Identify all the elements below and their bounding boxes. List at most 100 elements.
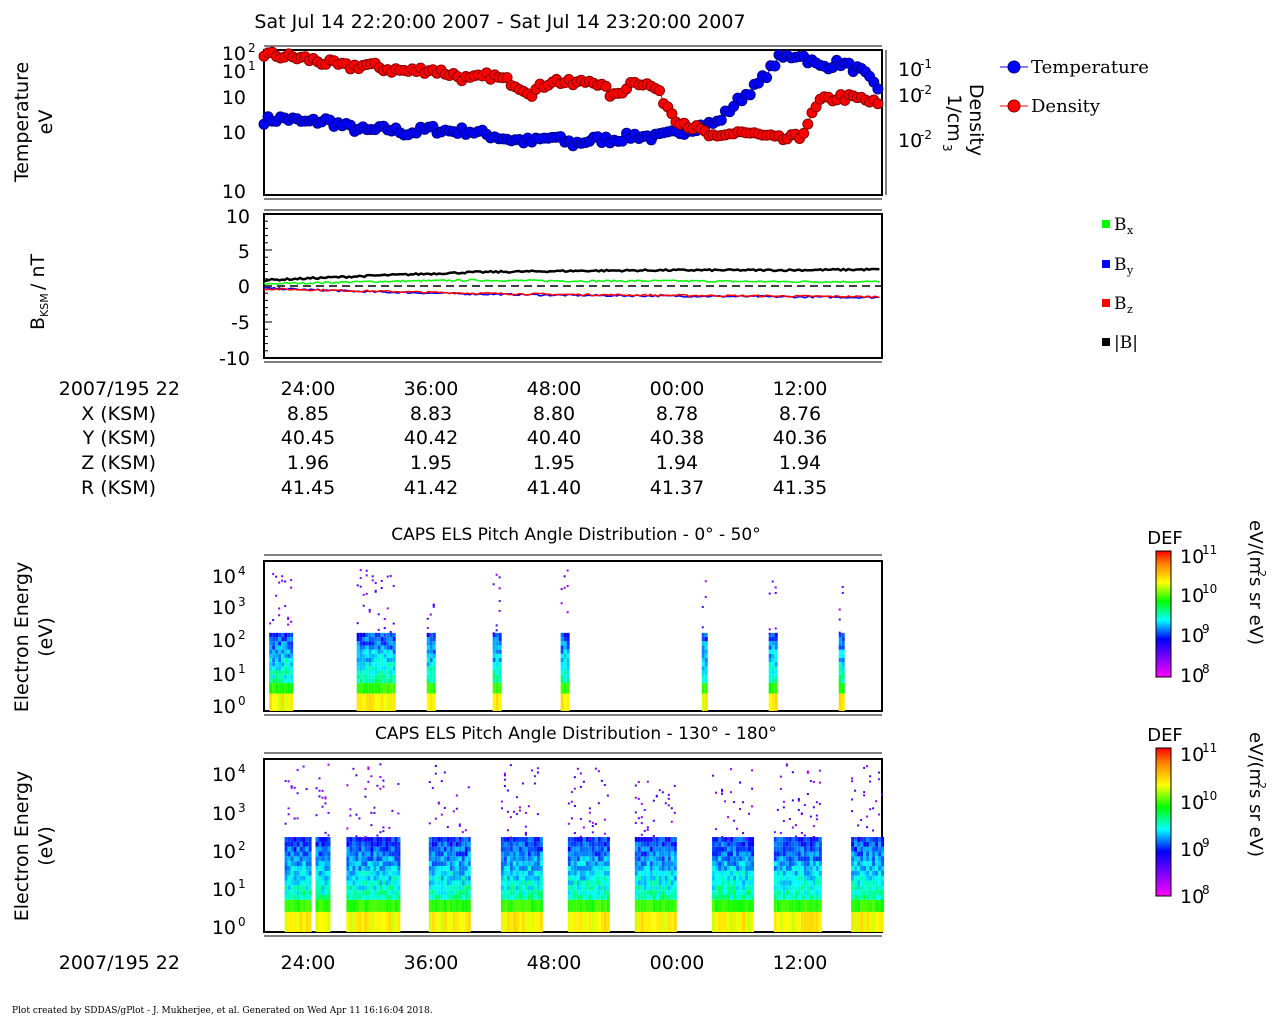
spec-cell	[299, 870, 303, 876]
spec-cell	[443, 885, 447, 891]
bottom-xtick-5: 12:00	[773, 952, 828, 974]
spec-cell	[600, 875, 604, 881]
spec-cell	[503, 894, 507, 900]
spec-cell	[506, 870, 510, 876]
spec-cell	[570, 846, 574, 852]
spec-speck	[388, 826, 391, 829]
spec-cell	[377, 641, 381, 646]
spec-cell	[492, 674, 496, 679]
spec-speck	[667, 804, 670, 807]
spec-cell	[800, 861, 804, 867]
spec-cell	[355, 890, 359, 895]
spec-cell	[296, 894, 300, 900]
spec-cell	[349, 866, 353, 871]
spec-cell	[582, 890, 586, 895]
spec-cell	[594, 880, 598, 886]
spec-cell	[771, 637, 775, 642]
spec-cell	[315, 880, 319, 886]
spec-cell	[290, 666, 294, 671]
spec-cell	[397, 861, 401, 867]
spec-cell	[527, 841, 531, 847]
spec-cell	[530, 856, 534, 862]
spec-speck	[704, 596, 707, 599]
spec-cell	[563, 683, 567, 694]
spec-cell	[443, 866, 447, 871]
p4-ytick-1e4: 10	[212, 764, 236, 786]
spec-cell	[715, 861, 719, 867]
spec-cell	[779, 856, 783, 862]
spec-cell	[715, 837, 719, 842]
spec-cell	[881, 846, 885, 852]
panel1-ytick-4: 10	[222, 122, 246, 144]
spec-cell	[379, 837, 383, 842]
spec-cell	[512, 861, 516, 867]
colorbar-bottom: DEF 10 11 10 10 10 9 10 8 eV/(m 2 s sr e…	[1147, 725, 1268, 908]
spec-cell	[365, 632, 369, 638]
spec-cell	[785, 837, 789, 842]
spec-cell	[287, 678, 291, 684]
spec-cell	[721, 894, 725, 900]
spec-cell	[704, 678, 708, 684]
spec-cell	[431, 861, 435, 867]
spec-speck	[290, 579, 293, 582]
spec-cell	[308, 841, 312, 847]
spec-cell	[594, 894, 598, 900]
spec-cell	[875, 837, 879, 842]
spec-speck	[515, 796, 518, 799]
spec-cell	[358, 837, 362, 842]
spec-cell	[576, 861, 580, 867]
bottom-xtick-4: 00:00	[650, 952, 705, 974]
spec-cell	[785, 875, 789, 881]
spec-cell	[701, 641, 705, 646]
spec-cell	[365, 674, 369, 679]
spec-cell	[812, 851, 816, 857]
spec-cell	[371, 674, 375, 679]
spec-cell	[866, 856, 870, 862]
spec-cell	[458, 885, 462, 891]
spec-cell	[382, 866, 386, 871]
spec-cell	[315, 856, 319, 862]
spec-cell	[875, 875, 879, 881]
spec-cell	[392, 645, 396, 650]
spec-cell	[373, 899, 377, 912]
spec-cell	[358, 911, 362, 932]
spec-speck	[379, 831, 382, 834]
spec-cell	[318, 911, 322, 932]
spec-cell	[382, 890, 386, 895]
spec-cell	[426, 662, 430, 667]
spec-cell	[377, 666, 381, 671]
spec-cell	[579, 880, 583, 886]
spec-cell	[388, 841, 392, 847]
ephem-cell: 40.42	[404, 427, 458, 449]
spec-cell	[751, 856, 755, 862]
spec-cell	[287, 911, 291, 932]
spec-cell	[745, 894, 749, 900]
spec-cell	[815, 890, 819, 895]
spec-cell	[724, 899, 728, 912]
spec-speck	[667, 793, 670, 796]
spec-cell	[863, 866, 867, 871]
spec-cell	[646, 870, 650, 876]
spec-speck	[302, 765, 305, 768]
spec-cell	[287, 653, 291, 658]
spec-cell	[515, 846, 519, 852]
spec-speck	[327, 763, 330, 766]
spec-cell	[588, 880, 592, 886]
spec-cell	[881, 880, 885, 886]
spec-cell	[563, 632, 567, 638]
spec-cell	[560, 666, 564, 671]
spec-cell	[567, 866, 571, 871]
spec-cell	[397, 856, 401, 862]
spec-cell	[567, 841, 571, 847]
spec-cell	[664, 894, 668, 900]
spec-cell	[492, 649, 496, 654]
spec-cell	[579, 846, 583, 852]
spec-speck	[536, 767, 539, 770]
spec-cell	[603, 841, 607, 847]
spec-cell	[512, 851, 516, 857]
spec-cell	[779, 841, 783, 847]
spec-cell	[860, 911, 864, 932]
spec-cell	[637, 861, 641, 867]
spec-cell	[391, 885, 395, 891]
spec-cell	[730, 894, 734, 900]
